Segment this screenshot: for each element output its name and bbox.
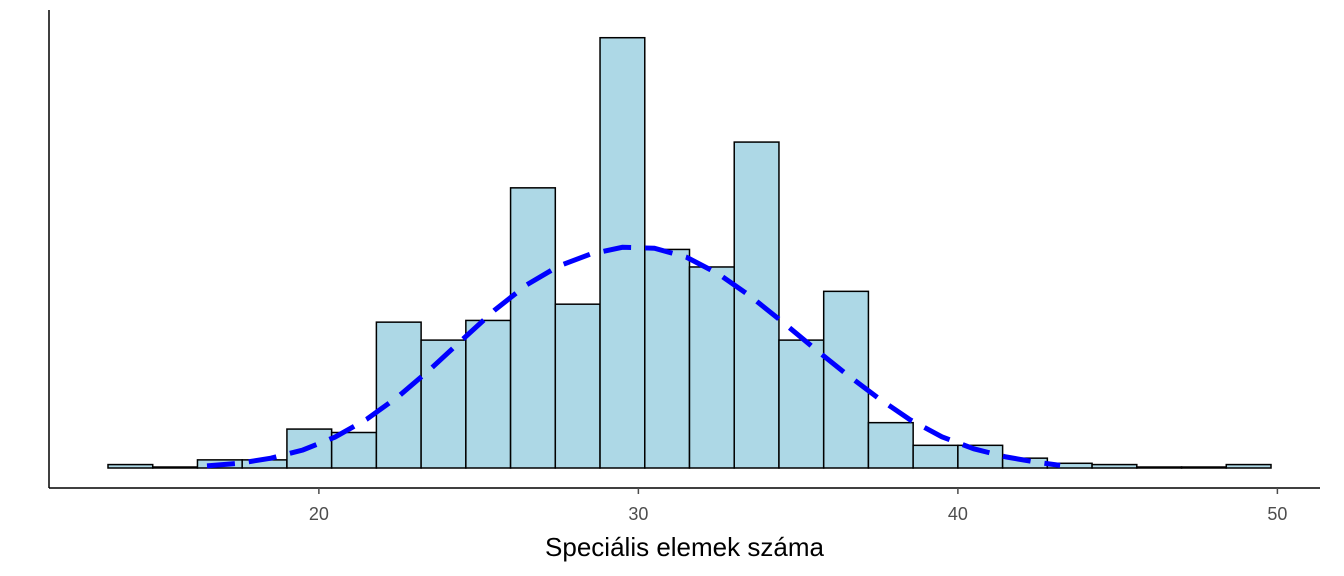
histogram-bar — [1136, 466, 1183, 469]
density-curve — [206, 244, 1061, 469]
x-axis-title: Speciális elemek száma — [545, 532, 824, 562]
histogram-bar — [688, 266, 735, 469]
histogram-bar — [554, 303, 601, 469]
histogram-bar — [509, 187, 557, 469]
histogram-bar — [151, 466, 199, 469]
x-tick-label: 20 — [309, 504, 329, 524]
histogram-bar — [778, 339, 825, 469]
histogram-bar — [867, 421, 914, 469]
x-tick-label: 50 — [1267, 504, 1287, 524]
histogram-bar — [1091, 463, 1138, 469]
histogram-bar — [1180, 466, 1228, 469]
histogram-bars — [107, 36, 1272, 469]
histogram-bar — [465, 319, 512, 469]
histogram-bar — [822, 290, 870, 469]
histogram-bar — [420, 339, 467, 469]
histogram-bar — [957, 444, 1004, 469]
x-axis-ticks: 20 30 40 50 — [309, 488, 1287, 524]
histogram-bar — [375, 321, 422, 469]
histogram-bar — [644, 248, 691, 469]
histogram-bar — [912, 444, 959, 469]
histogram-bar — [733, 141, 780, 469]
histogram-bar — [1225, 463, 1272, 469]
histogram-bar — [107, 463, 154, 469]
x-tick-label: 30 — [628, 504, 648, 524]
x-tick-label: 40 — [948, 504, 968, 524]
